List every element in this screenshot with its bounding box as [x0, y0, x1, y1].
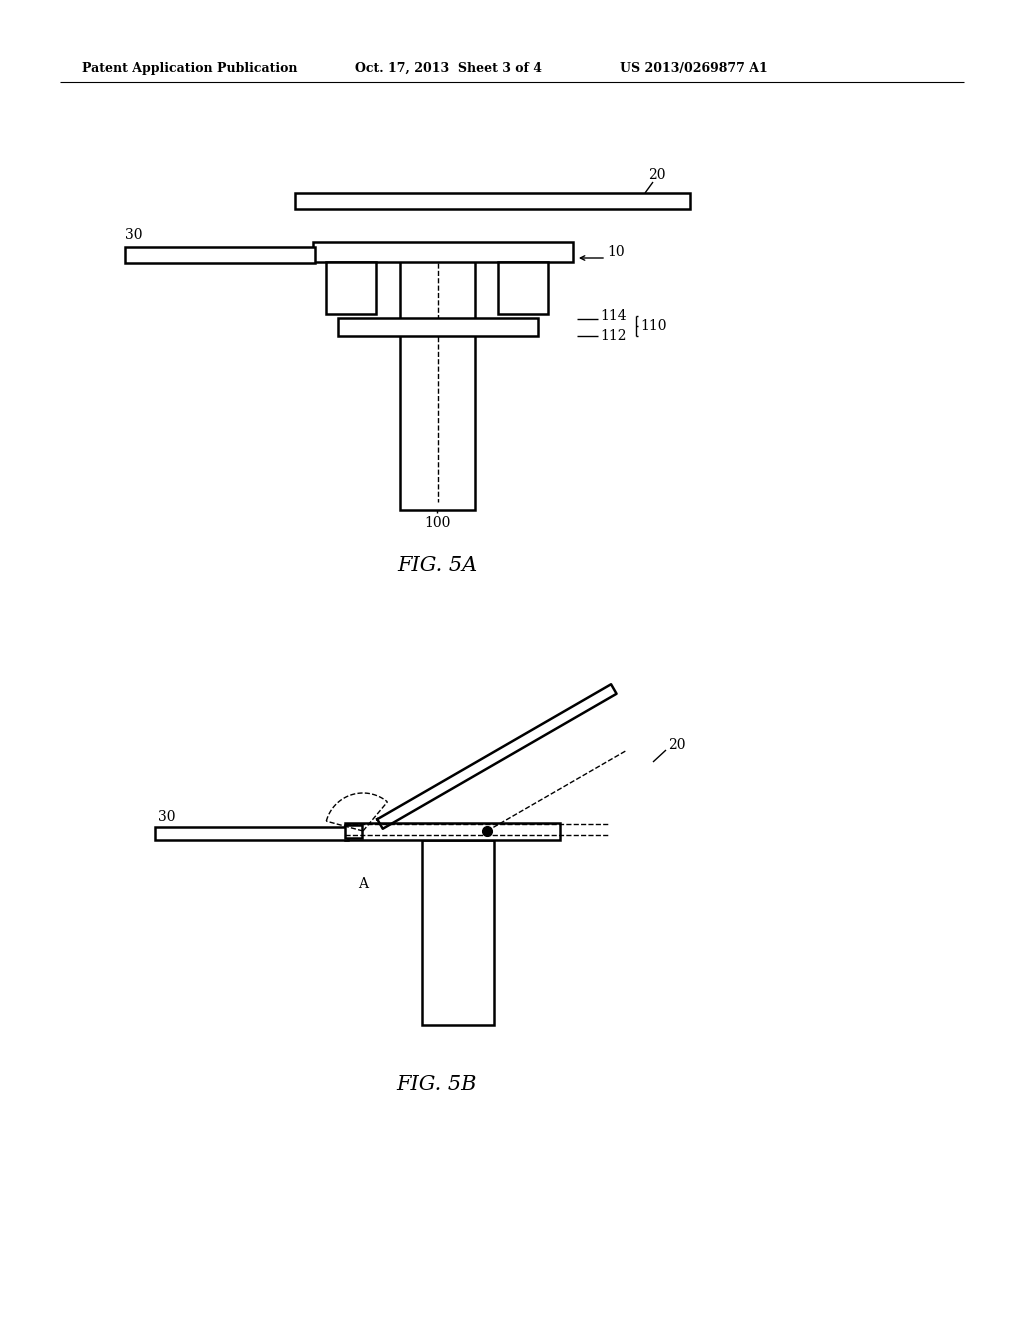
Bar [155, 828, 348, 840]
Text: 30: 30 [158, 810, 175, 824]
Text: 10: 10 [607, 246, 625, 259]
Bar [125, 247, 315, 263]
Bar [498, 261, 548, 314]
Bar [345, 825, 362, 838]
Text: 112: 112 [600, 329, 627, 343]
Text: 20: 20 [668, 738, 685, 752]
Bar [338, 318, 538, 337]
Text: FIG. 5B: FIG. 5B [396, 1074, 477, 1094]
Bar [422, 840, 494, 1026]
Text: Oct. 17, 2013  Sheet 3 of 4: Oct. 17, 2013 Sheet 3 of 4 [355, 62, 542, 75]
Text: 110: 110 [640, 319, 667, 333]
Text: US 2013/0269877 A1: US 2013/0269877 A1 [620, 62, 768, 75]
Text: 20: 20 [648, 168, 666, 182]
Bar [400, 255, 475, 510]
Bar [295, 193, 690, 209]
Bar [313, 242, 573, 261]
Text: 114: 114 [600, 309, 627, 323]
Bar [345, 822, 560, 840]
Bar [326, 261, 376, 314]
Text: 100: 100 [424, 516, 451, 531]
Text: 30: 30 [125, 228, 142, 242]
Text: A: A [358, 876, 368, 891]
Text: Patent Application Publication: Patent Application Publication [82, 62, 298, 75]
Text: FIG. 5A: FIG. 5A [397, 556, 477, 576]
